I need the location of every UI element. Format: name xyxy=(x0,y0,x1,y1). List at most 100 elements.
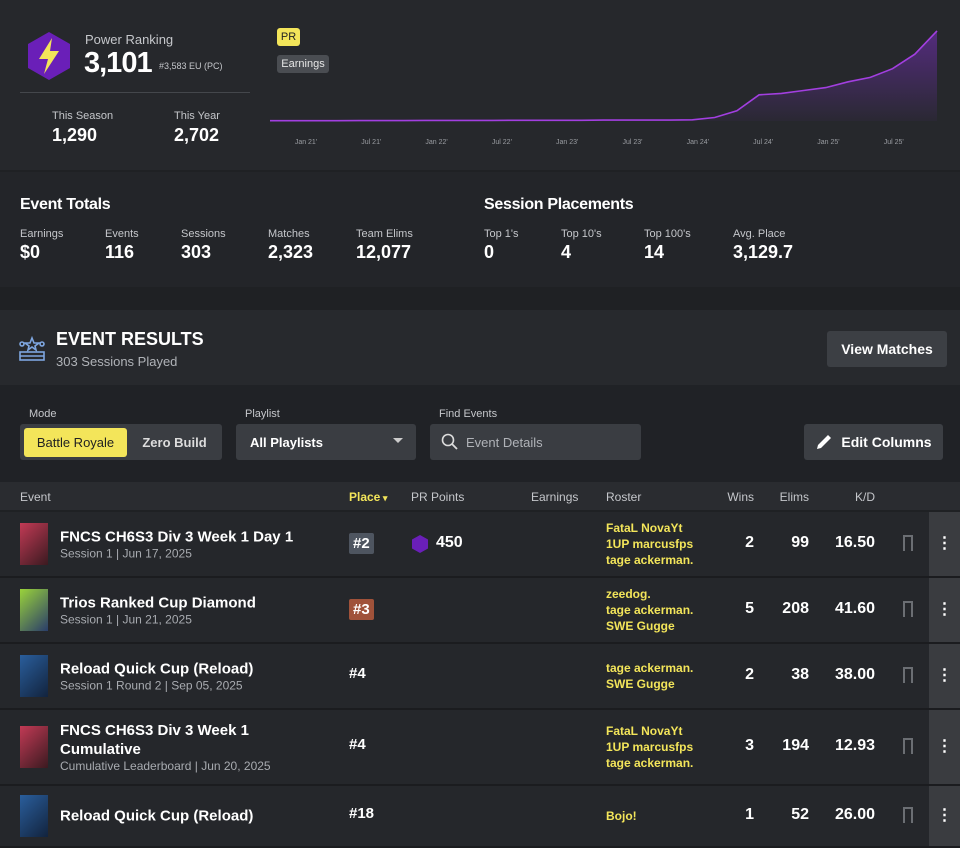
event-text: FNCS CH6S3 Div 3 Week 1 Day 1 Session 1 |… xyxy=(60,528,310,561)
wins: 2 xyxy=(745,666,754,683)
x-tick-label: Jan 25' xyxy=(817,139,839,146)
x-tick-label: Jan 23' xyxy=(556,139,578,146)
stat-value: 14 xyxy=(644,242,665,262)
place: #4 xyxy=(349,665,366,682)
pr-points: 450 xyxy=(436,534,463,551)
mode-option[interactable]: Zero Build xyxy=(142,435,207,450)
x-tick-label: Jan 24' xyxy=(687,139,709,146)
roster-player: FataL NovaYt xyxy=(606,521,683,535)
event-detail: Session 1 | Jun 21, 2025 xyxy=(60,612,192,627)
playlist-select[interactable] xyxy=(236,424,416,460)
line xyxy=(270,30,938,122)
column-header: Elims xyxy=(779,490,809,504)
view-matches-button[interactable]: View Matches xyxy=(827,331,947,367)
row-menu[interactable]: ⋮ xyxy=(929,710,960,784)
column-header: Wins xyxy=(727,490,754,504)
event-text: Reload Quick Cup (Reload) xyxy=(60,807,310,826)
stat-value: 4 xyxy=(561,242,572,262)
stat-label: Events xyxy=(105,228,139,240)
pr-rank: #3,583 EU (PC) xyxy=(159,61,223,71)
section-title: Event Totals xyxy=(20,196,111,213)
column-header: Place ▾ xyxy=(349,490,388,504)
table-row: Reload Quick Cup (Reload) Session 1 Round… xyxy=(0,644,960,710)
stat-label: Earnings xyxy=(20,228,64,240)
stat-value: 2,323 xyxy=(268,242,314,262)
row-menu[interactable]: ⋮ xyxy=(929,786,960,846)
event-detail: Session 1 Round 2 | Sep 05, 2025 xyxy=(60,678,243,693)
filter-label: Playlist xyxy=(245,408,280,420)
roster-player: tage ackerman. xyxy=(606,756,694,770)
elims: 208 xyxy=(782,600,809,617)
edit-columns-label: Edit Columns xyxy=(841,434,932,450)
wins: 2 xyxy=(745,534,754,551)
elims: 52 xyxy=(791,806,809,823)
place: #3 xyxy=(349,599,374,620)
pr-icon xyxy=(28,32,70,80)
pr-label: Power Ranking xyxy=(85,32,174,47)
sort-arrow: ▾ xyxy=(380,493,388,503)
area xyxy=(270,30,937,121)
roster-player: 1UP marcusfps xyxy=(606,537,694,551)
table-row: FNCS CH6S3 Div 3 Week 1 Day 1 Session 1 |… xyxy=(0,512,960,578)
mode-option[interactable]: Battle Royale xyxy=(24,428,127,457)
stat-value: $0 xyxy=(20,242,41,262)
pr-icon xyxy=(412,535,428,553)
search-input[interactable] xyxy=(430,424,641,460)
event-text: FNCS CH6S3 Div 3 Week 1 Cumulative Cumula… xyxy=(60,721,310,773)
place: #2 xyxy=(349,533,374,554)
elims: 194 xyxy=(782,737,809,754)
stat-value: 3,129.7 xyxy=(733,242,794,262)
elims: 99 xyxy=(791,534,809,551)
search-icon xyxy=(441,433,458,450)
kd: 16.50 xyxy=(834,534,875,551)
event-text: Reload Quick Cup (Reload) Session 1 Round… xyxy=(60,660,310,693)
edit-columns-button[interactable]: Edit Columns xyxy=(804,424,943,460)
playlist-value: All Playlists xyxy=(250,435,323,450)
stat-label: Top 100's xyxy=(644,228,691,240)
row-menu[interactable]: ⋮ xyxy=(929,578,960,642)
roster: FataL NovaYt 1UP marcusfps tage ackerman. xyxy=(606,520,693,568)
roster-player: FataL NovaYt xyxy=(606,724,683,738)
x-tick-label: Jan 22' xyxy=(425,139,447,146)
pin-icon[interactable] xyxy=(903,807,913,823)
roster-player: 1UP marcusfps xyxy=(606,740,694,754)
row-menu[interactable]: ⋮ xyxy=(929,644,960,708)
roster: FataL NovaYt 1UP marcusfps tage ackerman. xyxy=(606,723,693,771)
stat-label: Matches xyxy=(268,228,310,240)
results-header xyxy=(0,310,960,385)
column-header: Roster xyxy=(606,490,642,504)
chart-tag[interactable]: PR xyxy=(277,28,300,46)
totals-panel xyxy=(0,172,960,287)
pr-value: 3,101 xyxy=(84,47,153,79)
pin-icon[interactable] xyxy=(903,535,913,551)
filter-label: Find Events xyxy=(439,408,498,420)
stat-label: Avg. Place xyxy=(733,228,786,240)
roster-player: Bojo! xyxy=(606,809,637,823)
stat-value: 303 xyxy=(181,242,212,262)
event-name: Reload Quick Cup (Reload) xyxy=(60,660,254,678)
event-name: FNCS CH6S3 Div 3 Week 1 Day 1 xyxy=(60,528,294,546)
chart-tag[interactable]: Earnings xyxy=(277,55,329,73)
x-tick-label: Jul 22' xyxy=(492,139,512,146)
pin-icon[interactable] xyxy=(903,667,913,683)
edit-icon xyxy=(817,435,832,449)
x-tick-label: Jul 21' xyxy=(361,139,381,146)
event-thumbnail xyxy=(20,795,48,837)
roster: tage ackerman. SWE Gugge xyxy=(606,660,693,692)
wins: 1 xyxy=(745,806,754,823)
roster: Bojo! xyxy=(606,808,637,824)
column-header: Earnings xyxy=(531,490,579,504)
dropdown-arrow xyxy=(393,438,403,443)
results-icon xyxy=(19,336,45,361)
event-name: Reload Quick Cup (Reload) xyxy=(60,807,254,825)
wins: 3 xyxy=(745,737,754,754)
pin-icon[interactable] xyxy=(903,601,913,617)
place: #4 xyxy=(349,736,366,753)
results-title: EVENT RESULTS xyxy=(56,329,204,349)
pin-icon[interactable] xyxy=(903,738,913,754)
stat-value: 2,702 xyxy=(174,125,220,145)
filter-label: Mode xyxy=(29,408,57,420)
ranking-panel xyxy=(0,0,960,170)
row-menu[interactable]: ⋮ xyxy=(929,512,960,576)
kd: 41.60 xyxy=(834,600,875,617)
